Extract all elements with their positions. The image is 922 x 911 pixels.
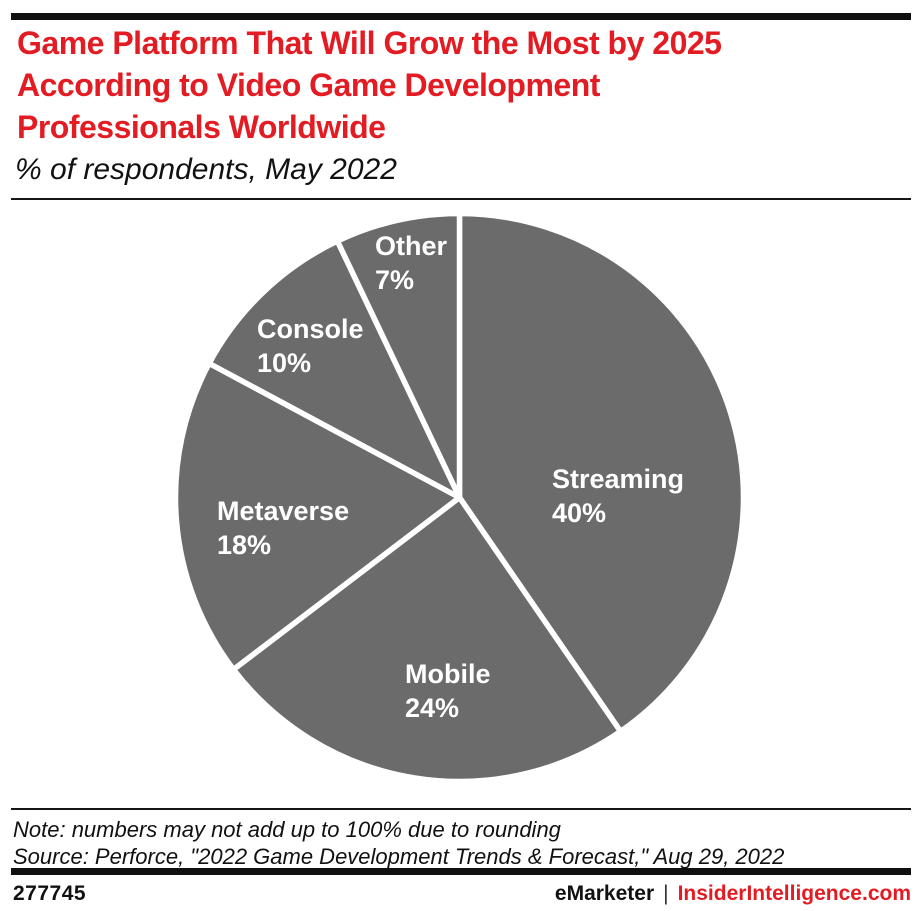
- slice-name: Mobile: [405, 659, 491, 689]
- slice-label-other: Other 7%: [375, 229, 447, 297]
- chart-id: 277745: [13, 882, 87, 905]
- slice-name: Metaverse: [217, 496, 350, 526]
- slice-label-console: Console 10%: [257, 312, 364, 380]
- slice-percent: 10%: [257, 348, 312, 378]
- brand-insiderintelligence-link[interactable]: InsiderIntelligence.com: [677, 882, 911, 905]
- footer-divider: [11, 808, 911, 810]
- bottom-rule-bar: [11, 868, 911, 875]
- chart-subtitle: % of respondents, May 2022: [15, 153, 397, 186]
- chart-title-line-1: Game Platform That Will Grow the Most by…: [17, 25, 722, 61]
- slice-name: Console: [257, 314, 364, 344]
- header-divider: [11, 198, 911, 200]
- brand-separator: |: [663, 882, 669, 905]
- pie-chart: [172, 210, 747, 785]
- slice-name: Other: [375, 231, 448, 261]
- top-rule-bar: [11, 13, 911, 20]
- brand-emarketer: eMarketer: [554, 882, 655, 905]
- note-text: Note: numbers may not add up to 100% due…: [13, 817, 561, 842]
- slice-label-metaverse: Metaverse 18%: [217, 494, 349, 562]
- slice-name: Streaming: [552, 464, 685, 494]
- brand-line: eMarketer | InsiderIntelligence.com: [555, 882, 911, 906]
- chart-title: Game Platform That Will Grow the Most by…: [17, 22, 722, 148]
- note-source-block: Note: numbers may not add up to 100% due…: [13, 816, 784, 870]
- slice-label-streaming: Streaming 40%: [552, 462, 684, 530]
- pie-slice-streaming: [456, 210, 747, 735]
- chart-title-line-2: According to Video Game Development: [17, 67, 600, 103]
- pie-slice-other: [334, 210, 463, 501]
- slice-percent: 18%: [217, 530, 272, 560]
- pie-slice-mobile: [230, 494, 624, 785]
- pie-slice-metaverse: [172, 360, 463, 673]
- pie-slice-console: [206, 238, 463, 501]
- slice-percent: 24%: [405, 693, 460, 723]
- slice-label-mobile: Mobile 24%: [405, 657, 491, 725]
- chart-title-line-3: Professionals Worldwide: [17, 109, 386, 145]
- source-text: Source: Perforce, "2022 Game Development…: [13, 844, 785, 869]
- slice-percent: 40%: [552, 498, 607, 528]
- slice-percent: 7%: [375, 265, 415, 295]
- footer: 277745 eMarketer | InsiderIntelligence.com: [13, 882, 911, 906]
